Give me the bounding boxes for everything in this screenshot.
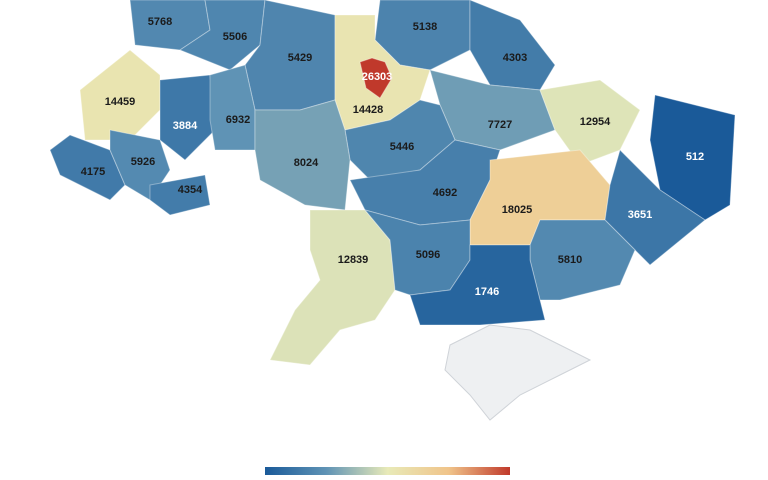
- region-value: 3651: [628, 209, 652, 221]
- region-value: 5096: [416, 249, 440, 261]
- region-value: 5429: [288, 52, 312, 64]
- region-value: 5138: [413, 21, 437, 33]
- regions: [49, 0, 736, 366]
- region-value: 5810: [558, 254, 582, 266]
- region: [254, 99, 351, 211]
- region-value: 3884: [173, 120, 198, 132]
- region-value: 6932: [226, 114, 250, 126]
- region-value: 12954: [580, 116, 611, 128]
- region: [209, 64, 256, 151]
- region: [159, 74, 216, 161]
- region-value: 5768: [148, 16, 172, 28]
- region-value: 8024: [294, 157, 319, 169]
- colorbar: [265, 467, 510, 477]
- region-value: 4354: [178, 184, 203, 196]
- region-value: 4692: [433, 187, 457, 199]
- region-value: 12839: [338, 254, 369, 266]
- region-value: 4175: [81, 166, 105, 178]
- region-value: 5506: [223, 31, 247, 43]
- region-value: 26303: [362, 71, 393, 83]
- labels: 5768 5506 5429 5138 4303 14428 26303 14459 3884 6…: [81, 16, 704, 298]
- region-value: 5446: [390, 141, 414, 153]
- region-value: 4303: [503, 52, 527, 64]
- region-value: 14428: [353, 104, 384, 116]
- region: [149, 174, 211, 216]
- region-value: 5926: [131, 156, 155, 168]
- region: [469, 0, 556, 91]
- region: [269, 209, 396, 366]
- region: [359, 57, 393, 99]
- region: [604, 149, 706, 266]
- region-value: 512: [686, 151, 704, 163]
- region-value: 14459: [105, 96, 136, 108]
- region-value: 1746: [475, 286, 499, 298]
- crimea: [444, 324, 592, 421]
- region-value: 7727: [488, 119, 512, 131]
- region: [409, 244, 546, 326]
- region-value: 18025: [502, 204, 533, 216]
